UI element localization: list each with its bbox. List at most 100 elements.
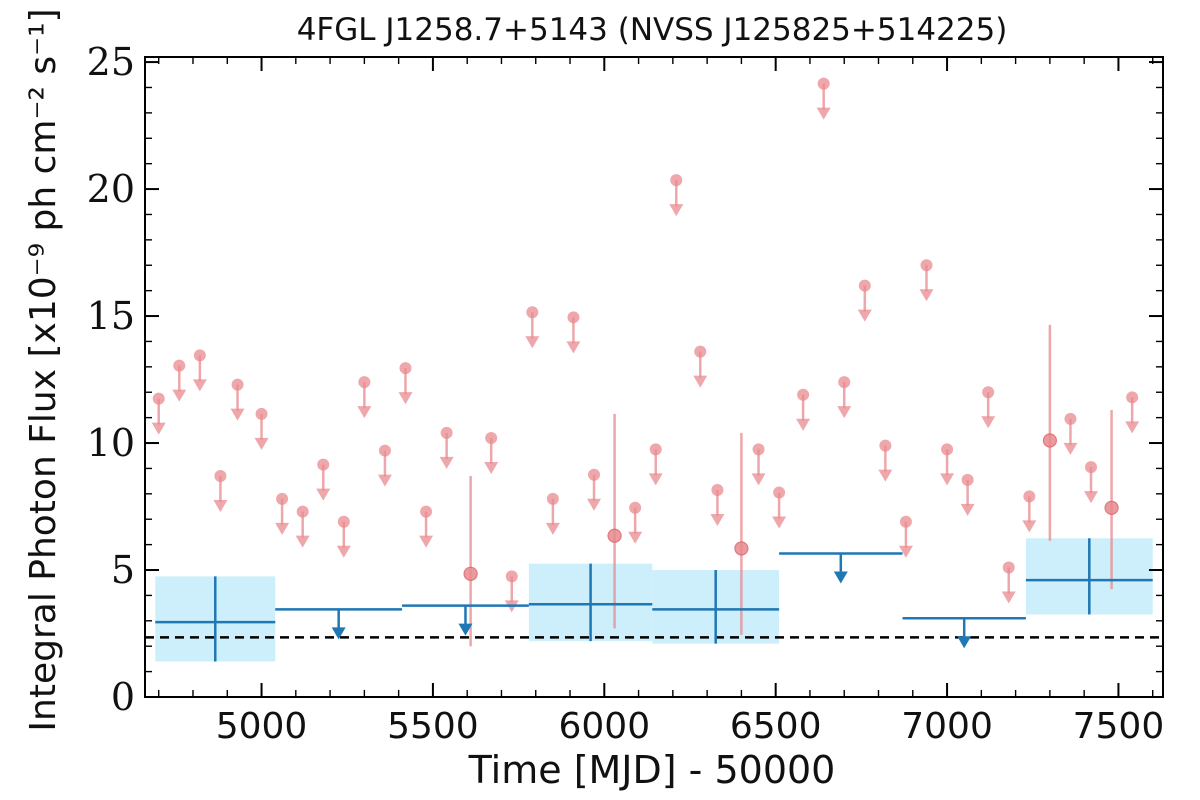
- short-bin-upper-limit-point: [817, 77, 830, 90]
- short-bin-upper-limit-arrow: [587, 498, 602, 511]
- short-bin-upper-limit-arrow: [1125, 421, 1140, 434]
- short-bin-upper-limit-point: [399, 362, 412, 375]
- short-bin-upper-limit-arrow: [669, 204, 684, 217]
- y-tick-label: 15: [87, 294, 135, 338]
- short-bin-upper-limit-arrow: [439, 456, 454, 469]
- short-bin-upper-limit-point: [173, 359, 186, 372]
- short-bin-upper-limit-point: [797, 388, 810, 401]
- short-bin-upper-limit-arrow: [377, 474, 392, 487]
- short-bin-upper-limit-arrow: [837, 406, 852, 419]
- short-bin-upper-limit-point: [337, 515, 350, 528]
- short-bin-upper-limit-point: [858, 279, 871, 292]
- short-bin-upper-limit-arrow: [172, 389, 187, 402]
- short-bin-upper-limit-arrow: [919, 289, 934, 302]
- short-bin-upper-limit-point: [317, 458, 330, 471]
- short-bin-detection-point: [734, 541, 749, 556]
- x-tick-label: 6500: [730, 706, 822, 747]
- short-bin-upper-limit-arrow: [751, 473, 766, 486]
- short-bin-upper-limit-point: [711, 484, 724, 497]
- short-bin-upper-limit-arrow: [1084, 491, 1099, 504]
- short-bin-upper-limit-arrow: [192, 379, 207, 392]
- short-bin-upper-limit-point: [440, 426, 453, 439]
- short-bin-upper-limit-arrow: [151, 422, 166, 435]
- short-bin-upper-limit-arrow: [710, 514, 725, 527]
- short-bin-upper-limit-point: [193, 349, 206, 362]
- short-bin-upper-limit-arrow: [648, 473, 663, 486]
- short-bin-upper-limit-point: [231, 378, 244, 391]
- short-bin-upper-limit-arrow: [230, 408, 245, 421]
- x-tick-label: 7500: [1073, 706, 1165, 747]
- short-bin-upper-limit-arrow: [275, 522, 290, 535]
- short-bin-upper-limit-arrow: [628, 531, 643, 544]
- short-bin-upper-limit-point: [629, 501, 642, 514]
- x-tick-label: 5500: [387, 706, 479, 747]
- short-bin-upper-limit-arrow: [419, 535, 434, 548]
- short-bin-upper-limit-point: [899, 515, 912, 528]
- short-bin-upper-limit-point: [505, 570, 518, 583]
- y-axis-label: Integral Photon Flux [x10⁻⁹ ph cm⁻² s⁻¹]: [23, 8, 64, 731]
- long-bin-upper-limit-arrow: [833, 571, 848, 584]
- short-bin-upper-limit-point: [588, 468, 601, 481]
- short-bin-upper-limit-arrow: [1001, 591, 1016, 604]
- short-bin-upper-limit-point: [670, 174, 683, 187]
- short-bin-upper-limit-arrow: [960, 503, 975, 516]
- short-bin-upper-limit-point: [694, 345, 707, 358]
- short-bin-detection-point: [607, 528, 622, 543]
- y-tick-label: 20: [87, 167, 135, 211]
- short-bin-upper-limit-arrow: [816, 107, 831, 120]
- short-bin-upper-limit-point: [1023, 490, 1036, 503]
- chart-title: 4FGL J1258.7+5143 (NVSS J125825+514225): [297, 12, 1008, 48]
- short-bin-upper-limit-point: [296, 505, 309, 518]
- short-bin-upper-limit-point: [1064, 412, 1077, 425]
- short-bin-upper-limit-point: [1002, 561, 1015, 574]
- short-bin-upper-limit-arrow: [1022, 520, 1037, 533]
- short-bin-upper-limit-point: [982, 386, 995, 399]
- short-bin-upper-limit-arrow: [796, 418, 811, 431]
- long-bin-upper-limit-arrow: [957, 636, 972, 649]
- short-bin-upper-limit-point: [255, 407, 268, 420]
- short-bin-upper-limit-arrow: [981, 416, 996, 429]
- short-bin-upper-limit-arrow: [772, 516, 787, 529]
- short-bin-upper-limit-arrow: [878, 469, 893, 482]
- short-bin-upper-limit-point: [961, 473, 974, 486]
- short-bin-upper-limit-point: [546, 492, 559, 505]
- y-tick-label: 5: [111, 548, 135, 592]
- short-bin-upper-limit-point: [773, 486, 786, 499]
- short-bin-upper-limit-arrow: [566, 341, 581, 354]
- axes-frame: [144, 56, 1164, 698]
- long-bin-upper-limit-arrow: [331, 627, 346, 640]
- short-bin-upper-limit-point: [485, 431, 498, 444]
- y-tick-label: 10: [87, 421, 135, 465]
- short-bin-upper-limit-point: [1085, 461, 1098, 474]
- short-bin-upper-limit-arrow: [357, 406, 372, 419]
- short-bin-upper-limit-arrow: [857, 309, 872, 322]
- short-bin-upper-limit-point: [941, 443, 954, 456]
- short-bin-upper-limit-point: [358, 376, 371, 389]
- y-tick-label: 0: [111, 675, 135, 719]
- plot-area: 5000 5500 6000 6500 7000 7500 0 5 10 15 20 25: [87, 40, 1165, 747]
- short-bin-detection-point: [1042, 433, 1057, 448]
- short-bin-upper-limit-arrow: [693, 375, 708, 388]
- short-bin-upper-limit-arrow: [898, 545, 913, 558]
- short-bin-upper-limit-arrow: [940, 473, 955, 486]
- long-bin-upper-limit-arrow: [458, 623, 473, 636]
- x-tick-label: 5000: [216, 706, 308, 747]
- x-tick-label: 6000: [558, 706, 650, 747]
- short-bin-upper-limit-point: [378, 444, 391, 457]
- short-bin-upper-limit-point: [526, 306, 539, 319]
- x-axis-label: Time [MJD] - 50000: [468, 748, 836, 792]
- short-bin-upper-limit-arrow: [398, 392, 413, 405]
- short-bin-upper-limit-point: [214, 470, 227, 483]
- short-bin-upper-limit-arrow: [254, 437, 269, 450]
- short-bin-upper-limit-point: [920, 259, 933, 272]
- short-bin-upper-limit-point: [276, 492, 289, 505]
- short-bin-upper-limit-arrow: [484, 461, 499, 474]
- short-bin-upper-limit-arrow: [336, 545, 351, 558]
- short-bin-upper-limit-point: [879, 439, 892, 452]
- short-bin-upper-limit-point: [752, 443, 765, 456]
- short-bin-upper-limit-point: [420, 505, 433, 518]
- short-bin-upper-limit-arrow: [213, 500, 228, 513]
- y-tick-label: 25: [87, 40, 135, 84]
- short-bin-upper-limit-point: [152, 392, 165, 405]
